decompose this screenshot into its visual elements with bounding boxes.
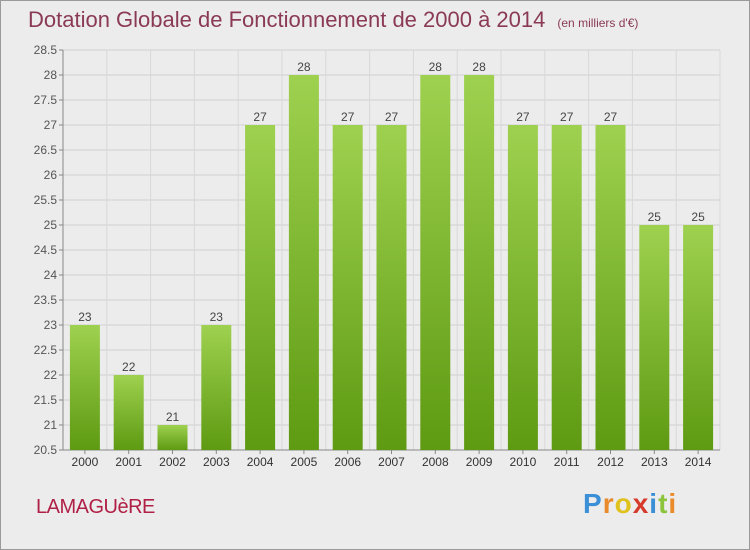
- bar: [551, 125, 582, 450]
- bar: [157, 425, 188, 450]
- y-tick-label: 24: [44, 268, 58, 282]
- x-tick-label: 2014: [685, 455, 712, 469]
- data-label: 27: [385, 110, 399, 124]
- x-tick-label: 2000: [72, 455, 99, 469]
- logo-letter: i: [649, 488, 659, 519]
- logo-letter: i: [668, 488, 678, 519]
- chart-title: Dotation Globale de Fonctionnement de 20…: [28, 7, 638, 33]
- data-label: 27: [341, 110, 355, 124]
- bar: [332, 125, 363, 450]
- bar: [201, 325, 232, 450]
- y-tick-label: 28.5: [34, 43, 58, 57]
- y-tick-label: 23.5: [34, 293, 58, 307]
- x-tick-label: 2012: [597, 455, 624, 469]
- proxiti-logo: Proxiti: [583, 488, 677, 520]
- bar: [507, 125, 538, 450]
- data-label: 27: [604, 110, 618, 124]
- data-label: 21: [166, 410, 180, 424]
- y-tick-label: 26.5: [34, 143, 58, 157]
- x-tick-label: 2006: [334, 455, 361, 469]
- labels: 20.5 21 21.5 22 22.5 23 23.5 24 24.5 25 25.5 26 26.5…: [34, 43, 712, 469]
- x-tick-label: 2013: [641, 455, 668, 469]
- y-tick-label: 27.5: [34, 93, 58, 107]
- bar: [376, 125, 407, 450]
- data-label: 27: [253, 110, 267, 124]
- x-tick-label: 2003: [203, 455, 230, 469]
- y-tick-label: 26: [44, 168, 58, 182]
- x-tick-label: 2007: [378, 455, 405, 469]
- logo-letter: x: [632, 488, 650, 519]
- bar: [420, 75, 451, 450]
- logo-letter: t: [658, 488, 669, 519]
- x-tick-label: 2008: [422, 455, 449, 469]
- chart-unit-label: (en milliers d'€): [557, 16, 639, 30]
- data-label: 25: [648, 210, 662, 224]
- logo-letter: o: [614, 488, 633, 519]
- y-tick-label: 27: [44, 118, 58, 132]
- data-label: 28: [429, 60, 443, 74]
- y-tick-label: 20.5: [34, 443, 58, 457]
- x-tick-label: 2010: [510, 455, 537, 469]
- data-label: 23: [78, 310, 92, 324]
- y-tick-label: 23: [44, 318, 58, 332]
- y-tick-label: 25: [44, 218, 58, 232]
- x-tick-label: 2002: [159, 455, 186, 469]
- data-label: 28: [472, 60, 486, 74]
- y-tick-label: 25.5: [34, 193, 58, 207]
- bar: [69, 325, 100, 450]
- y-tick-label: 21: [44, 418, 58, 432]
- bar: [288, 75, 319, 450]
- x-tick-label: 2005: [291, 455, 318, 469]
- chart-title-text: Dotation Globale de Fonctionnement de 20…: [28, 7, 546, 32]
- y-tick-label: 24.5: [34, 243, 58, 257]
- y-tick-label: 21.5: [34, 393, 58, 407]
- x-tick-label: 2009: [466, 455, 493, 469]
- logo-letter: P: [583, 488, 603, 519]
- data-label: 28: [297, 60, 311, 74]
- commune-name: LAMAGUèRE: [36, 496, 155, 518]
- bar: [245, 125, 276, 450]
- bars: [69, 75, 714, 450]
- bar: [113, 375, 144, 450]
- x-tick-label: 2001: [115, 455, 142, 469]
- x-tick-label: 2004: [247, 455, 274, 469]
- data-label: 23: [210, 310, 224, 324]
- bar: [639, 225, 670, 450]
- logo-letter: r: [602, 488, 615, 519]
- y-tick-label: 22.5: [34, 343, 58, 357]
- x-tick-label: 2011: [554, 455, 580, 469]
- data-label: 25: [691, 210, 705, 224]
- data-label: 22: [122, 360, 136, 374]
- data-label: 27: [560, 110, 574, 124]
- bar: [464, 75, 495, 450]
- bar: [683, 225, 714, 450]
- y-tick-label: 22: [44, 368, 58, 382]
- data-label: 27: [516, 110, 530, 124]
- bar: [595, 125, 626, 450]
- y-tick-label: 28: [44, 68, 58, 82]
